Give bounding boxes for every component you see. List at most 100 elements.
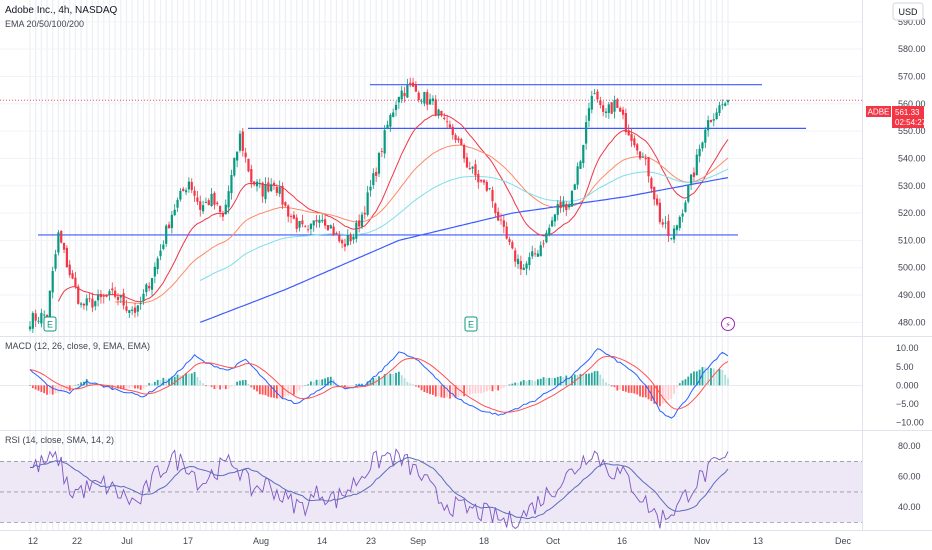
candle-body[interactable]: [426, 92, 429, 105]
candle-body[interactable]: [636, 144, 639, 151]
candle-body[interactable]: [31, 312, 34, 329]
candle-body[interactable]: [204, 201, 208, 203]
candle-body[interactable]: [375, 171, 378, 176]
candle-body[interactable]: [423, 91, 426, 104]
candle-body[interactable]: [272, 182, 276, 186]
candle-body[interactable]: [414, 84, 417, 92]
candle-body[interactable]: [318, 219, 321, 223]
earnings-marker[interactable]: [464, 316, 478, 332]
candle-body[interactable]: [525, 263, 528, 269]
candle-body[interactable]: [128, 310, 131, 313]
currency-button[interactable]: [892, 2, 924, 21]
candle-body[interactable]: [187, 181, 190, 190]
candle-body[interactable]: [650, 178, 653, 189]
candle-body[interactable]: [726, 100, 730, 103]
candle-body[interactable]: [545, 232, 548, 243]
candle-body[interactable]: [692, 172, 696, 177]
candle-body[interactable]: [531, 251, 534, 257]
candle-body[interactable]: [477, 173, 480, 183]
candle-body[interactable]: [196, 197, 199, 202]
candle-body[interactable]: [687, 185, 690, 202]
candle-body[interactable]: [542, 243, 545, 245]
candle-body[interactable]: [678, 216, 681, 229]
candle-body[interactable]: [505, 226, 508, 239]
candle-body[interactable]: [275, 187, 278, 193]
candle-body[interactable]: [514, 250, 517, 262]
candle-body[interactable]: [502, 220, 505, 227]
candle-body[interactable]: [562, 201, 565, 207]
candle-body[interactable]: [68, 264, 71, 275]
candle-body[interactable]: [522, 267, 525, 271]
candle-body[interactable]: [349, 234, 352, 242]
candle-body[interactable]: [553, 214, 557, 222]
candle-body[interactable]: [85, 298, 88, 306]
candle-body[interactable]: [145, 284, 148, 293]
event-markers[interactable]: E E ⚡: [43, 316, 735, 332]
candle-body[interactable]: [448, 124, 452, 128]
candle-body[interactable]: [701, 142, 704, 149]
candle-body[interactable]: [57, 232, 60, 253]
candle-body[interactable]: [604, 111, 608, 113]
candle-body[interactable]: [386, 124, 389, 129]
candle-body[interactable]: [360, 214, 364, 227]
candle-body[interactable]: [213, 192, 216, 205]
candle-body[interactable]: [250, 168, 253, 183]
candle-body[interactable]: [216, 202, 219, 205]
candle-body[interactable]: [599, 100, 602, 105]
candle-body[interactable]: [661, 222, 664, 225]
candle-body[interactable]: [590, 95, 593, 110]
candle-body[interactable]: [261, 182, 264, 197]
candle-body[interactable]: [480, 179, 483, 182]
candle-body[interactable]: [366, 192, 369, 215]
candle-body[interactable]: [443, 117, 446, 119]
candle-body[interactable]: [321, 219, 324, 222]
candle-body[interactable]: [37, 320, 40, 322]
candle-body[interactable]: [312, 220, 315, 226]
candle-body[interactable]: [363, 212, 366, 215]
candle-body[interactable]: [62, 242, 66, 250]
candle-body[interactable]: [389, 115, 392, 127]
candle-body[interactable]: [372, 173, 375, 186]
candle-body[interactable]: [60, 230, 63, 243]
candle-body[interactable]: [420, 100, 423, 102]
candle-body[interactable]: [576, 166, 579, 185]
candle-body[interactable]: [241, 131, 244, 151]
dividend-marker[interactable]: [721, 317, 735, 331]
candle-body[interactable]: [167, 224, 171, 229]
candle-body[interactable]: [406, 85, 409, 98]
candle-body[interactable]: [136, 305, 139, 312]
candle-body[interactable]: [511, 242, 514, 249]
candle-body[interactable]: [71, 273, 74, 279]
candle-body[interactable]: [210, 193, 213, 206]
candle-body[interactable]: [335, 232, 338, 234]
candle-body[interactable]: [102, 295, 105, 297]
candle-body[interactable]: [278, 187, 281, 194]
candle-body[interactable]: [99, 293, 103, 298]
candle-body[interactable]: [653, 186, 656, 200]
candle-body[interactable]: [497, 211, 500, 221]
candle-body[interactable]: [548, 227, 551, 236]
candle-body[interactable]: [224, 204, 227, 215]
candle-body[interactable]: [281, 186, 284, 205]
candle-body[interactable]: [380, 151, 383, 152]
candle-body[interactable]: [664, 222, 667, 224]
candle-body[interactable]: [516, 258, 520, 264]
candle-body[interactable]: [468, 168, 471, 170]
candle-body[interactable]: [190, 181, 193, 191]
candle-body[interactable]: [176, 199, 179, 208]
candle-body[interactable]: [460, 139, 463, 146]
candle-body[interactable]: [111, 288, 114, 291]
candle-body[interactable]: [508, 239, 511, 243]
candle-body[interactable]: [315, 219, 318, 222]
candle-body[interactable]: [304, 226, 307, 228]
candle-body[interactable]: [170, 214, 173, 229]
candle-body[interactable]: [88, 298, 91, 300]
candle-body[interactable]: [411, 82, 415, 87]
candle-body[interactable]: [536, 253, 539, 257]
candle-body[interactable]: [270, 184, 273, 192]
candle-body[interactable]: [465, 157, 469, 168]
candle-body[interactable]: [638, 151, 642, 159]
candle-body[interactable]: [528, 257, 531, 266]
candle-body[interactable]: [247, 158, 250, 172]
candle-body[interactable]: [150, 278, 154, 290]
